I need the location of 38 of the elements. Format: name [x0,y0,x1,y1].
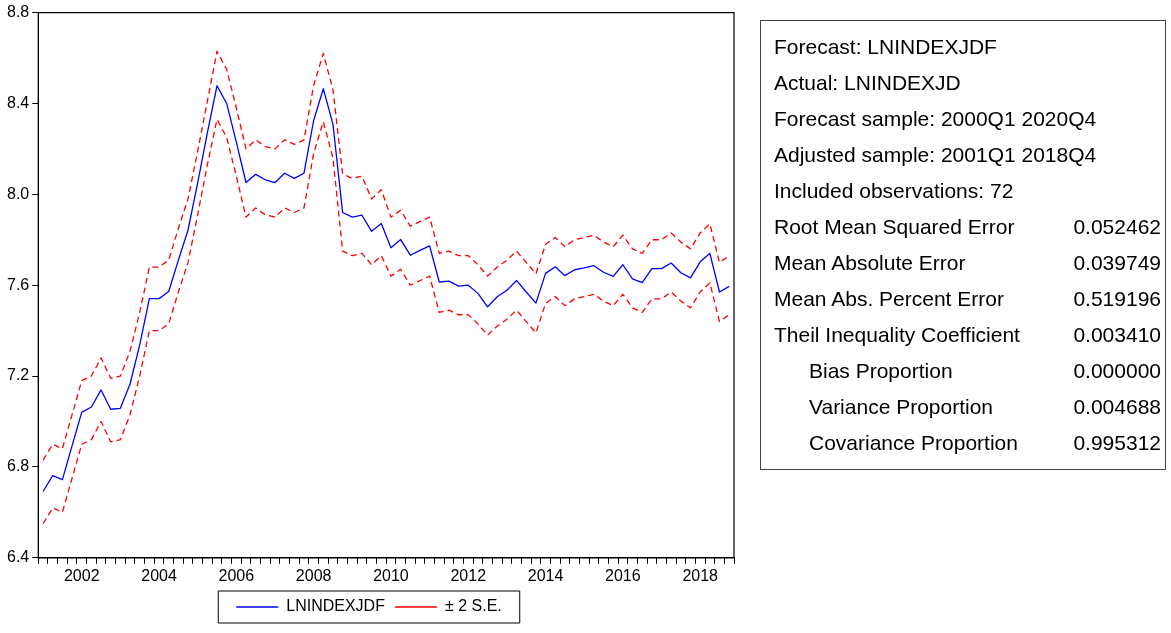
data-label: 0.052462 [1073,214,1161,240]
category-label: Covariance Proportion [808,430,1018,456]
x-tick-label: 2016 [605,566,641,584]
category-label: Mean Abs. Percent Error [774,286,1004,312]
y-tick-label: 6.4 [6,548,30,566]
line-series [42,50,730,461]
data-label: 0.039749 [1073,250,1161,276]
data-label: 0.003410 [1073,322,1161,348]
y-tick-label: 7.2 [6,366,30,384]
text: Forecast sample: 2000Q1 2020Q4 [774,106,1098,132]
data-label: 0.004688 [1073,394,1161,420]
text: Included observations: 72 [774,178,1015,204]
legend-label: ± 2 S.E. [444,597,502,615]
x-tick-label: 2012 [450,566,487,584]
y-tick-label: 8.4 [6,93,30,111]
x-tick-label: 2010 [373,566,409,584]
y-tick-label: 7.6 [6,275,30,293]
x-tick-label: 2006 [218,566,255,584]
x-tick-label: 2014 [527,566,564,584]
x-tick-label: 2008 [295,566,332,584]
category-label: Variance Proportion [808,394,994,420]
legend-label: LNINDEXJDF [286,597,386,615]
x-tick-label: 2004 [141,566,177,584]
y-tick-label: 8.0 [6,184,30,202]
data-label: 0.000000 [1073,358,1161,384]
text: Adjusted sample: 2001Q1 2018Q4 [774,142,1098,168]
y-tick-label: 6.8 [6,457,30,475]
y-tick-label: 8.8 [6,3,30,21]
x-tick-label: 2018 [682,566,719,584]
text: Forecast: LNINDEXJDF [774,34,998,60]
x-tick-label: 2002 [63,566,100,584]
category-label: Bias Proportion [808,358,953,384]
data-label: 0.995312 [1073,430,1161,456]
data-label: 0.519196 [1073,286,1161,312]
category-label: Theil Inequality Coefficient [774,322,1020,348]
text: Actual: LNINDEXJD [774,70,962,96]
category-label: Mean Absolute Error [774,250,966,276]
category-label: Root Mean Squared Error [774,214,1015,240]
